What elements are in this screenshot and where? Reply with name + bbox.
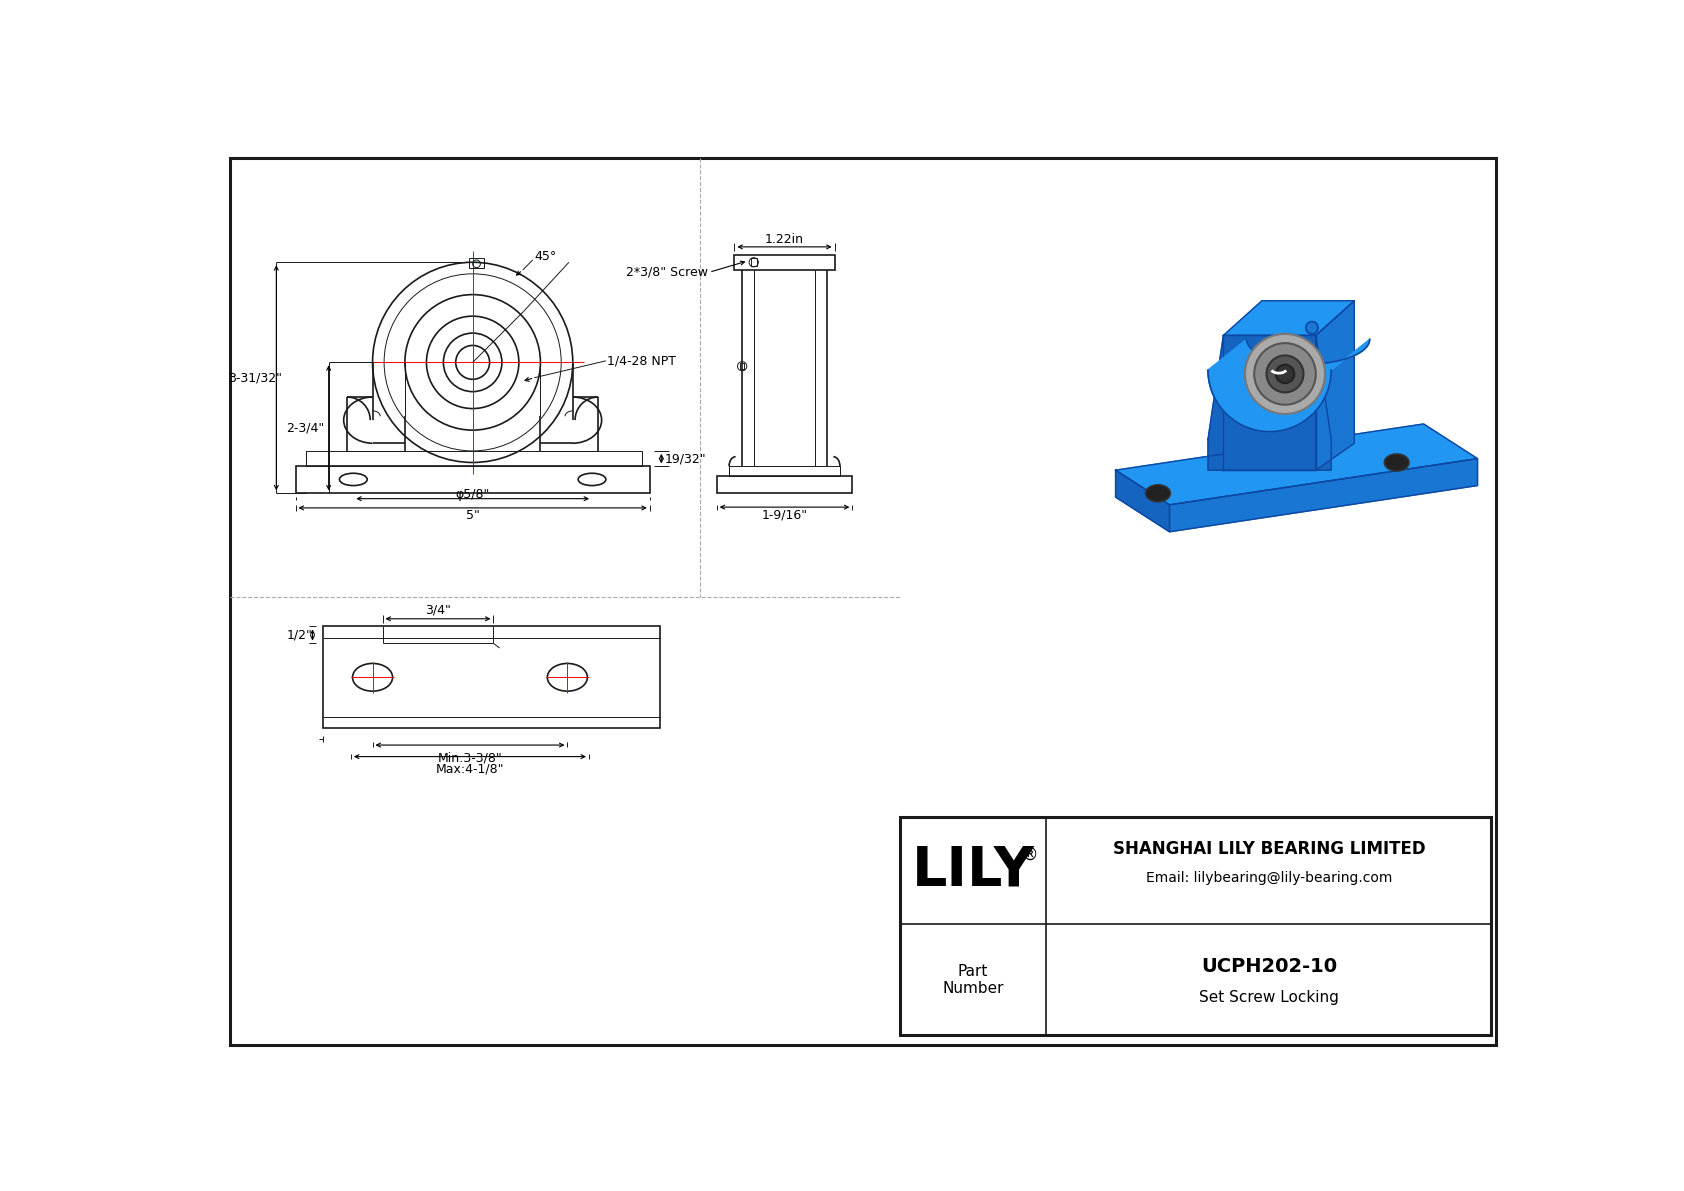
- Circle shape: [1266, 355, 1303, 392]
- Polygon shape: [1115, 424, 1477, 505]
- Circle shape: [1255, 343, 1315, 405]
- Polygon shape: [1223, 301, 1354, 336]
- Bar: [468, 258, 485, 268]
- Bar: [729, 467, 840, 475]
- Text: Part
Number: Part Number: [943, 964, 1004, 996]
- Bar: [739, 363, 744, 369]
- Text: Max:4-1/8": Max:4-1/8": [436, 762, 504, 775]
- Text: 1/4-28 NPT: 1/4-28 NPT: [608, 355, 677, 367]
- Text: 19/32": 19/32": [665, 453, 706, 466]
- Text: 3/4": 3/4": [424, 603, 451, 616]
- Text: Min:3-3/8": Min:3-3/8": [438, 752, 502, 765]
- Text: SHANGHAI LILY BEARING LIMITED: SHANGHAI LILY BEARING LIMITED: [1113, 840, 1425, 858]
- Circle shape: [1244, 333, 1325, 414]
- Text: ®: ®: [1022, 846, 1039, 865]
- Polygon shape: [1315, 301, 1354, 470]
- Polygon shape: [1169, 459, 1477, 531]
- Bar: [305, 451, 642, 467]
- Bar: [899, 817, 1492, 1035]
- Text: 1.22in: 1.22in: [765, 232, 803, 245]
- Text: 5": 5": [466, 509, 480, 522]
- Circle shape: [1305, 322, 1319, 333]
- Bar: [751, 258, 756, 266]
- Polygon shape: [1207, 339, 1369, 431]
- Circle shape: [1276, 364, 1295, 384]
- Ellipse shape: [1145, 485, 1170, 501]
- Text: 45°: 45°: [534, 250, 556, 263]
- Polygon shape: [1223, 336, 1315, 470]
- Polygon shape: [1207, 336, 1332, 470]
- Ellipse shape: [1384, 454, 1410, 470]
- Text: 2-3/4": 2-3/4": [286, 422, 325, 435]
- Text: 1/2": 1/2": [286, 629, 312, 642]
- Polygon shape: [1207, 370, 1332, 431]
- Text: φ5/8": φ5/8": [455, 487, 490, 500]
- Text: 1-9/16": 1-9/16": [761, 509, 808, 522]
- Bar: [323, 626, 660, 728]
- Text: UCPH202-10: UCPH202-10: [1201, 958, 1337, 977]
- Bar: [734, 255, 835, 270]
- Polygon shape: [1115, 470, 1169, 531]
- Text: 2*3/8" Screw: 2*3/8" Screw: [625, 266, 707, 279]
- Text: 3-31/32": 3-31/32": [227, 372, 281, 385]
- Text: Set Screw Locking: Set Screw Locking: [1199, 990, 1339, 1005]
- Text: LILY: LILY: [911, 843, 1034, 898]
- Bar: [717, 475, 852, 493]
- Text: Email: lilybearing@lily-bearing.com: Email: lilybearing@lily-bearing.com: [1145, 872, 1393, 885]
- Bar: [296, 467, 650, 493]
